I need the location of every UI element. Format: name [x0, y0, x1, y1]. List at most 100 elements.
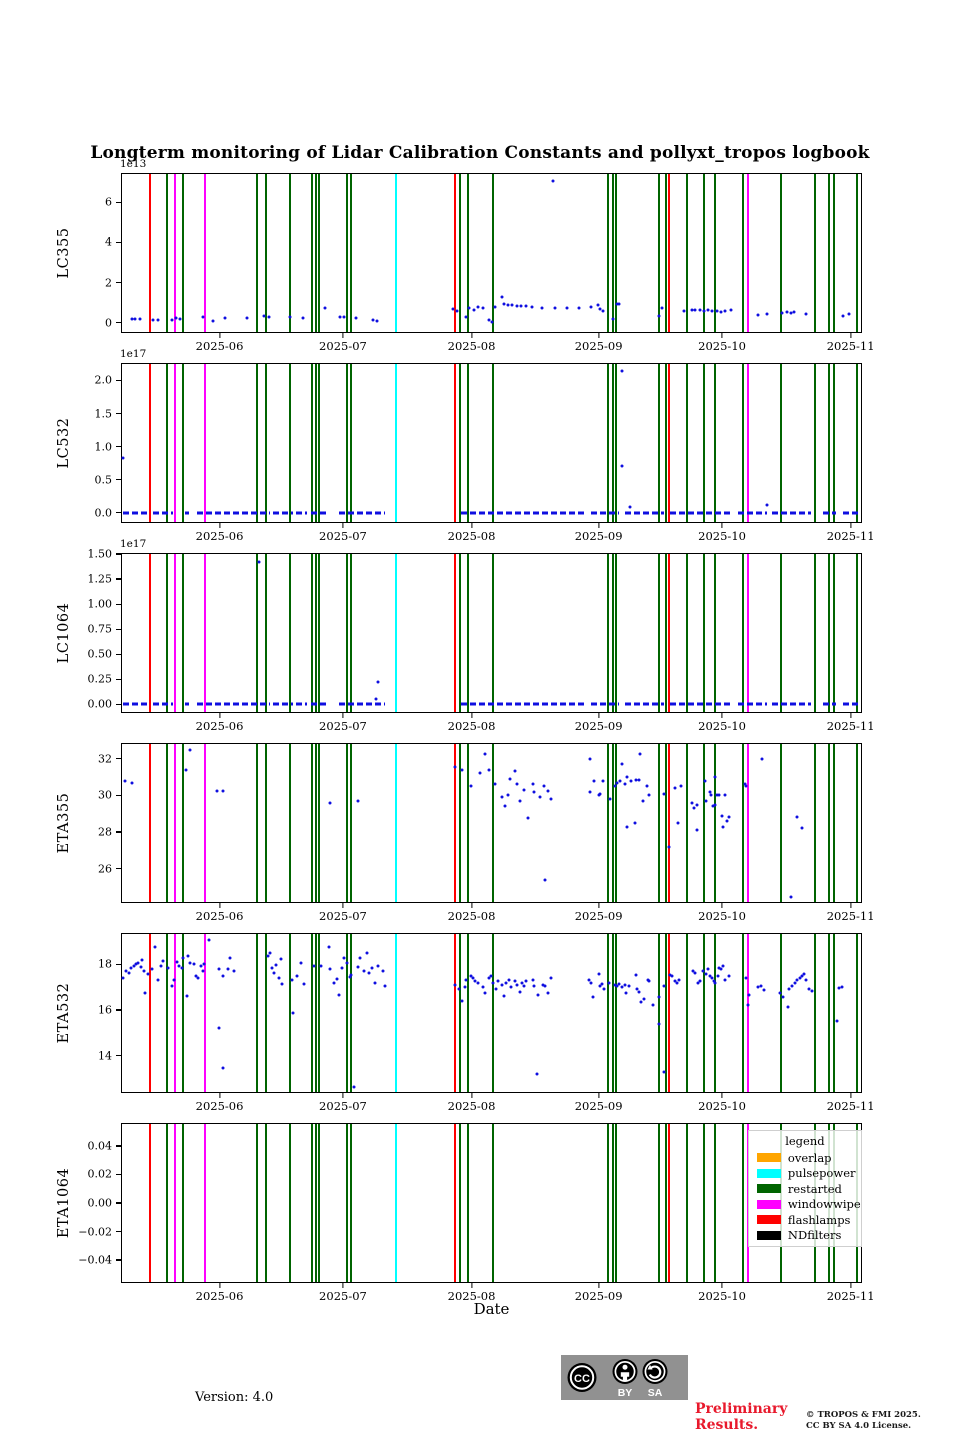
- data-point: [123, 779, 127, 783]
- y-tick-label: 32: [98, 752, 112, 766]
- data-point: [487, 768, 491, 772]
- event-line-restarted: [310, 554, 313, 712]
- data-point: [536, 993, 540, 997]
- y-tick-label: 0.00: [87, 697, 113, 711]
- event-line-restarted: [615, 1124, 618, 1282]
- x-tick-mark: [218, 523, 221, 528]
- data-point: [727, 815, 731, 819]
- data-point: [790, 984, 794, 988]
- data-point: [469, 974, 473, 978]
- data-point: [662, 984, 666, 988]
- event-line-restarted: [814, 174, 817, 332]
- data-point: [720, 814, 724, 818]
- event-line-restarted: [664, 174, 667, 332]
- event-line-pulsepower: [395, 934, 398, 1092]
- data-point: [549, 976, 553, 980]
- y-tick-mark: [116, 512, 121, 514]
- x-tick-label: 2025-09: [574, 339, 623, 353]
- zero-value-point-run: [196, 702, 270, 706]
- data-point: [645, 784, 649, 788]
- event-line-restarted: [714, 1124, 717, 1282]
- data-point: [704, 799, 708, 803]
- event-line-restarted: [314, 934, 317, 1092]
- event-line-restarted: [459, 554, 462, 712]
- data-point: [221, 1066, 225, 1070]
- data-point: [588, 757, 592, 761]
- x-tick-label: 2025-06: [195, 719, 244, 733]
- event-line-restarted: [182, 934, 185, 1092]
- data-point: [143, 991, 147, 995]
- event-line-restarted: [459, 174, 462, 332]
- data-point: [188, 961, 192, 965]
- x-tick-mark: [342, 713, 344, 718]
- event-line-restarted: [289, 364, 292, 522]
- data-point: [150, 967, 154, 971]
- x-tick-label: 2025-08: [447, 1289, 496, 1303]
- event-line-flashlamps: [667, 744, 670, 902]
- event-line-restarted: [310, 934, 313, 1092]
- data-point: [328, 967, 332, 971]
- event-line-restarted: [459, 1124, 462, 1282]
- data-point: [469, 784, 473, 788]
- event-line-restarted: [686, 174, 689, 332]
- data-point: [704, 972, 708, 975]
- zero-value-point-run: [153, 511, 173, 515]
- data-point: [509, 985, 513, 989]
- event-line-restarted: [615, 744, 618, 902]
- data-point: [139, 965, 143, 969]
- data-point: [453, 983, 457, 987]
- event-line-windowwipe: [746, 364, 749, 522]
- x-tick-mark: [470, 713, 473, 718]
- data-point: [301, 316, 305, 320]
- event-line-restarted: [607, 554, 610, 712]
- data-point: [662, 792, 666, 796]
- data-point: [138, 317, 142, 321]
- data-point: [217, 967, 221, 971]
- data-point: [657, 314, 660, 318]
- data-point: [710, 309, 714, 313]
- data-point: [747, 993, 751, 997]
- data-point: [532, 790, 536, 794]
- data-point: [161, 959, 165, 963]
- event-line-restarted: [607, 934, 610, 1092]
- data-point: [211, 319, 215, 323]
- data-point: [601, 309, 605, 313]
- data-point: [332, 981, 336, 985]
- event-line-windowwipe: [746, 744, 749, 902]
- zero-value-point-run: [772, 511, 812, 515]
- event-line-restarted: [814, 554, 817, 712]
- y-tick-mark: [116, 831, 121, 833]
- data-point: [196, 976, 200, 980]
- event-line-restarted: [832, 554, 835, 712]
- event-line-restarted: [350, 934, 353, 1092]
- data-point: [531, 782, 535, 786]
- data-point: [647, 793, 651, 797]
- data-point: [781, 995, 785, 999]
- event-line-restarted: [664, 1124, 667, 1282]
- data-point: [130, 781, 134, 785]
- data-point: [302, 982, 306, 986]
- event-line-restarted: [615, 554, 618, 712]
- data-point: [201, 315, 205, 319]
- data-point: [136, 961, 140, 965]
- data-point: [715, 309, 719, 313]
- data-point: [186, 954, 190, 958]
- data-point: [457, 987, 461, 991]
- data-point: [717, 793, 721, 797]
- data-point: [690, 308, 694, 312]
- event-line-restarted: [346, 934, 349, 1092]
- y-tick-label: 30: [98, 788, 112, 802]
- data-point: [746, 1003, 750, 1007]
- subplot-lc532: LC532 1e17 0.0 0.5 1.0 1.5 2.0 2025-06 2025-07…: [56, 348, 875, 543]
- y-tick-mark: [116, 603, 121, 605]
- data-point: [312, 964, 316, 968]
- data-point: [634, 778, 638, 782]
- data-point: [358, 956, 362, 960]
- data-point: [620, 985, 624, 989]
- data-point: [647, 979, 651, 983]
- x-tick-label: 2025-09: [574, 909, 623, 923]
- zero-value-point-run: [296, 511, 307, 515]
- data-point: [598, 792, 602, 796]
- event-line-windowwipe: [174, 174, 177, 332]
- data-point: [810, 989, 814, 993]
